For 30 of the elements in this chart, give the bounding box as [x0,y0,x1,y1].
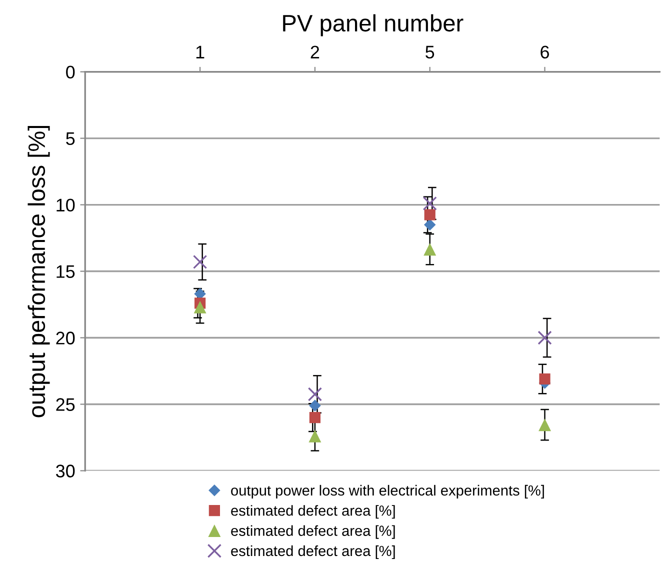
point [309,400,321,412]
y-axis-title: output performance loss [%] [28,126,50,418]
x-tick-label: 1 [196,46,204,58]
x-tick-label: 5 [426,46,434,59]
point [424,218,436,231]
point [539,373,550,385]
legend-label: output power loss with electrical experiments [%] [231,484,544,499]
y-tick-label: 30 [56,464,75,478]
y-tick-label: 10 [56,198,75,212]
legend-label: estimated defect area [%] [231,545,395,559]
point [308,430,322,442]
x-tick-label: 2 [310,46,320,58]
point [424,209,436,220]
legend-label: estimated defect area [%] [231,525,395,539]
point [308,387,322,402]
point [538,330,552,345]
point [424,243,436,256]
point [422,196,437,211]
y-tick-label: 25 [56,398,75,411]
x-axis-title: PV panel number [283,14,464,36]
y-tick-label: 15 [56,265,75,278]
point [192,254,208,270]
legend-label: estimated defect area [%] [231,505,395,519]
point [538,418,552,432]
point [309,412,320,424]
x-tick-label: 6 [540,46,549,59]
y-tick-label: 0 [66,66,75,79]
y-tick-label: 5 [66,132,75,146]
y-tick-label: 20 [56,332,75,344]
point [194,300,206,314]
